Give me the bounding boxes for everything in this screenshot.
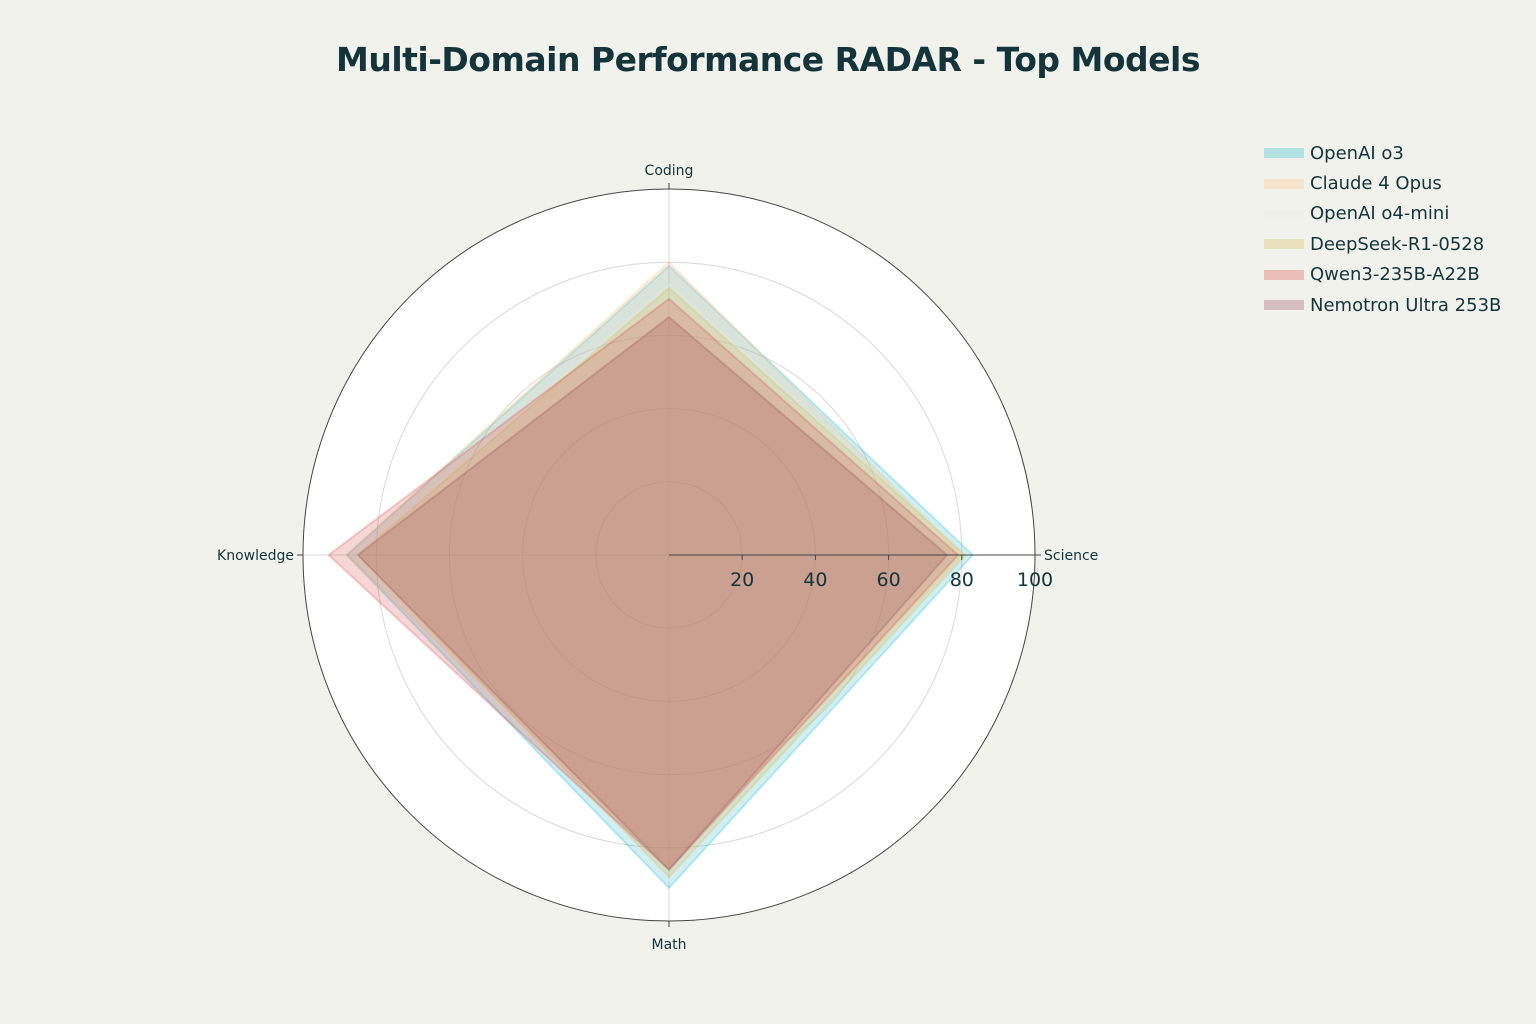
radar-series-layer — [327, 261, 974, 890]
series-area-5 — [327, 297, 960, 871]
legend-swatch — [1264, 300, 1304, 311]
radial-tick-label: 80 — [950, 569, 974, 591]
series-area-1 — [345, 264, 974, 890]
legend-swatch — [1264, 239, 1304, 250]
legend-item[interactable]: Nemotron Ultra 253B — [1264, 290, 1529, 320]
axis-label-math: Math — [651, 937, 686, 953]
axis-label-science: Science — [1044, 548, 1098, 564]
radial-tick-label: 100 — [1017, 569, 1053, 591]
series-area-6 — [356, 316, 949, 871]
axis-label-coding: Coding — [645, 163, 694, 179]
legend-swatch — [1264, 148, 1304, 159]
legend: OpenAI o3 Claude 4 Opus OpenAI o4-mini Deep… — [1264, 138, 1529, 320]
series-area-4 — [356, 286, 967, 879]
legend-label: Nemotron Ultra 253B — [1310, 294, 1502, 316]
series-area-3 — [356, 283, 967, 882]
radar-frame — [297, 183, 1041, 927]
chart-title: Multi-Domain Performance RADAR - Top Mod… — [335, 40, 1201, 79]
legend-label: Qwen3-235B-A22B — [1310, 264, 1480, 286]
legend-item[interactable]: Qwen3-235B-A22B — [1264, 260, 1529, 290]
legend-item[interactable]: OpenAI o3 — [1264, 138, 1529, 168]
legend-swatch — [1264, 269, 1304, 280]
radial-tick-label: 20 — [730, 569, 754, 591]
legend-label: OpenAI o4-mini — [1310, 203, 1450, 225]
legend-label: Claude 4 Opus — [1310, 173, 1442, 195]
legend-item[interactable]: Claude 4 Opus — [1264, 168, 1529, 198]
legend-item[interactable]: OpenAI o4-mini — [1264, 199, 1529, 229]
legend-swatch — [1264, 178, 1304, 189]
radial-tick-label: 60 — [877, 569, 901, 591]
radar-labels: 20 40 60 80 100 Science Coding Knowledge Math — [217, 163, 1098, 953]
axis-label-knowledge: Knowledge — [217, 548, 294, 564]
legend-swatch — [1264, 208, 1304, 219]
legend-label: OpenAI o3 — [1310, 142, 1404, 164]
legend-item[interactable]: DeepSeek-R1-0528 — [1264, 229, 1529, 259]
series-area-2 — [345, 261, 963, 868]
legend-label: DeepSeek-R1-0528 — [1310, 233, 1485, 255]
radial-tick-label: 40 — [803, 569, 827, 591]
